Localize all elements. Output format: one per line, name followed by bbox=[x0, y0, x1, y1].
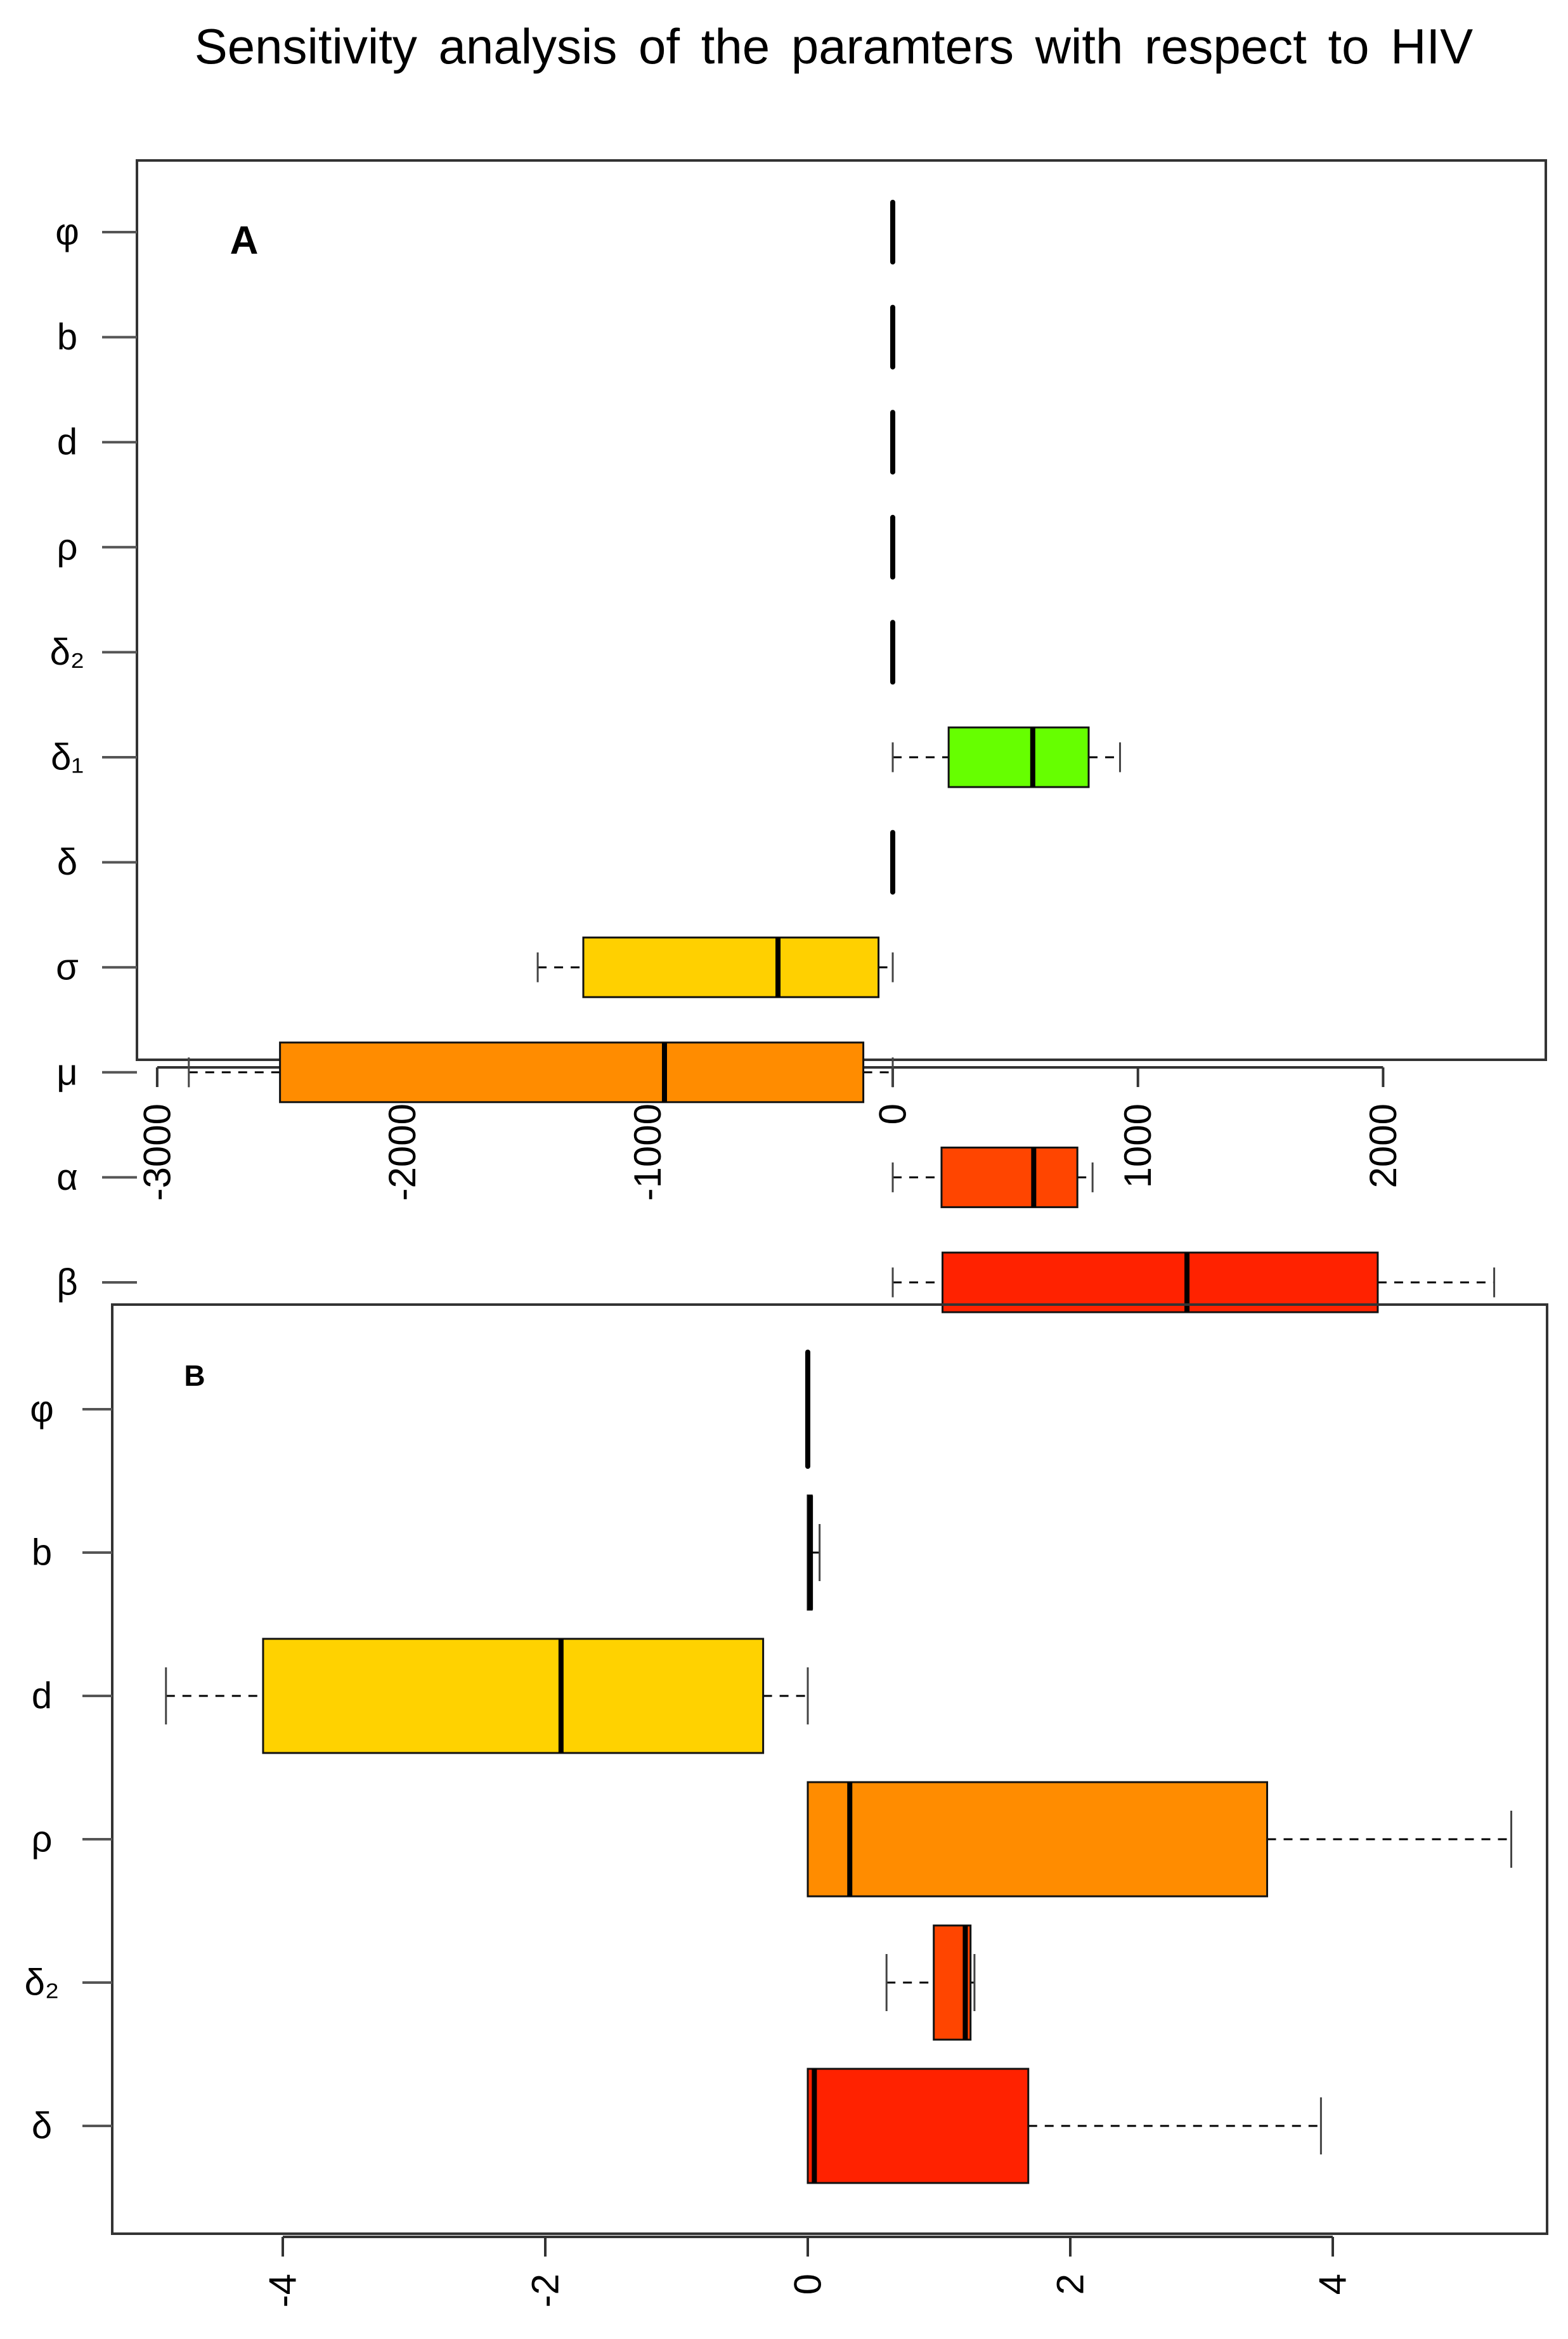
y-tick-label: δ bbox=[32, 2106, 52, 2147]
y-tick-label: φ bbox=[55, 212, 79, 253]
y-tick-label: d bbox=[57, 422, 77, 463]
x-tick-label: -2 bbox=[524, 2274, 567, 2307]
y-tick-label: σ bbox=[56, 947, 79, 988]
y-tick-label: b bbox=[32, 1532, 52, 1573]
y-tick-label: φ bbox=[30, 1389, 54, 1430]
x-tick-label: 2000 bbox=[1362, 1104, 1404, 1188]
x-tick-label: 1000 bbox=[1117, 1104, 1159, 1188]
x-tick-label: -2000 bbox=[381, 1104, 424, 1201]
panel-b: B -4 -2 0 2 4 φ b d ρ δ₂ δ bbox=[25, 1303, 1548, 2307]
x-tick-label: 0 bbox=[872, 1104, 914, 1124]
panel-label: B bbox=[184, 1359, 205, 1392]
panel-a: A -3000 -2000 -1000 0 1000 2000 φ b d ρ δ₂ δ₁ δ σ μ α β bbox=[50, 159, 1547, 1313]
chart-title: Sensitivity analysis of the paramters wi… bbox=[195, 18, 1473, 74]
x-tick-label: -1000 bbox=[626, 1104, 669, 1201]
y-tick-label: μ bbox=[56, 1052, 77, 1093]
box-iqr bbox=[807, 2068, 1030, 2184]
plot-frame bbox=[111, 1303, 1548, 2235]
y-tick-label: b bbox=[57, 316, 77, 358]
y-tick-label: δ bbox=[57, 842, 77, 883]
x-tick-label: -3000 bbox=[136, 1104, 178, 1201]
box-iqr bbox=[807, 1781, 1268, 1898]
x-tick-label: -4 bbox=[262, 2274, 304, 2307]
y-tick-label: ρ bbox=[57, 526, 78, 568]
box-iqr bbox=[940, 1146, 1079, 1208]
y-tick-label: δ₂ bbox=[50, 632, 85, 673]
box-iqr bbox=[262, 1638, 765, 1754]
box-iqr bbox=[942, 1251, 1379, 1313]
y-tick-label: δ₂ bbox=[25, 1962, 60, 2003]
y-tick-label: δ₁ bbox=[51, 737, 84, 778]
x-tick-label: 0 bbox=[787, 2274, 829, 2295]
plot-frame bbox=[136, 159, 1547, 1061]
box-iqr bbox=[947, 726, 1090, 788]
y-tick-label: β bbox=[56, 1262, 77, 1303]
box-iqr bbox=[582, 936, 880, 998]
y-tick-label: d bbox=[32, 1676, 52, 1717]
x-tick-label: 2 bbox=[1049, 2274, 1092, 2295]
y-tick-label: α bbox=[56, 1157, 78, 1198]
panel-label: A bbox=[230, 219, 259, 263]
y-tick-label: ρ bbox=[32, 1819, 53, 1860]
x-tick-label: 4 bbox=[1312, 2274, 1354, 2295]
box-iqr bbox=[279, 1041, 865, 1104]
